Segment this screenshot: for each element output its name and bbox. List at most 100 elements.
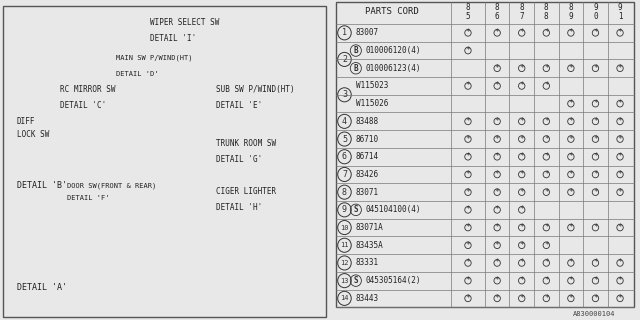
Text: *: * xyxy=(618,170,622,179)
Text: *: * xyxy=(593,28,598,37)
Text: *: * xyxy=(466,82,470,91)
Text: 83426: 83426 xyxy=(356,170,379,179)
Text: *: * xyxy=(466,294,470,303)
Text: 9
1: 9 1 xyxy=(618,3,622,21)
Text: *: * xyxy=(495,117,499,126)
Text: *: * xyxy=(520,259,524,268)
Text: 010006120(4): 010006120(4) xyxy=(365,46,420,55)
Text: *: * xyxy=(520,28,524,37)
Text: 86710: 86710 xyxy=(356,134,379,144)
Text: 2: 2 xyxy=(342,55,347,64)
Text: 5: 5 xyxy=(342,134,347,144)
Text: *: * xyxy=(544,134,548,144)
Text: 83488: 83488 xyxy=(356,117,379,126)
Text: *: * xyxy=(520,64,524,73)
Text: DETAIL 'B': DETAIL 'B' xyxy=(17,181,67,190)
Text: *: * xyxy=(593,64,598,73)
Text: *: * xyxy=(618,223,622,232)
Text: PARTS CORD: PARTS CORD xyxy=(365,7,419,17)
Text: 9: 9 xyxy=(342,205,347,214)
Text: 045104100(4): 045104100(4) xyxy=(365,205,420,214)
Text: 83071A: 83071A xyxy=(356,223,383,232)
Text: *: * xyxy=(495,259,499,268)
Text: DOOR SW(FRONT & REAR): DOOR SW(FRONT & REAR) xyxy=(67,182,156,189)
Text: *: * xyxy=(466,28,470,37)
Text: *: * xyxy=(495,205,499,214)
Text: 86714: 86714 xyxy=(356,152,379,161)
Text: 14: 14 xyxy=(340,295,349,301)
Text: *: * xyxy=(618,134,622,144)
Text: *: * xyxy=(568,64,573,73)
Text: *: * xyxy=(544,82,548,91)
Text: *: * xyxy=(544,259,548,268)
Text: *: * xyxy=(618,99,622,108)
Text: 8: 8 xyxy=(342,188,347,197)
Text: DETAIL 'E': DETAIL 'E' xyxy=(216,101,262,110)
Text: B: B xyxy=(353,46,358,55)
Text: DETAIL 'D': DETAIL 'D' xyxy=(116,71,159,76)
Text: 13: 13 xyxy=(340,278,349,284)
Text: 8
7: 8 7 xyxy=(520,3,524,21)
Text: SUB SW P/WIND(HT): SUB SW P/WIND(HT) xyxy=(216,85,295,94)
Text: *: * xyxy=(544,276,548,285)
Text: 8
5: 8 5 xyxy=(466,3,470,21)
Text: 83435A: 83435A xyxy=(356,241,383,250)
Text: LOCK SW: LOCK SW xyxy=(17,130,49,139)
Text: 7: 7 xyxy=(342,170,347,179)
Text: *: * xyxy=(568,223,573,232)
Text: CIGER LIGHTER: CIGER LIGHTER xyxy=(216,188,276,196)
Text: *: * xyxy=(466,152,470,161)
Text: *: * xyxy=(495,64,499,73)
Text: *: * xyxy=(593,188,598,197)
Text: *: * xyxy=(568,170,573,179)
Text: *: * xyxy=(544,170,548,179)
Text: *: * xyxy=(544,117,548,126)
Text: 3: 3 xyxy=(342,90,347,99)
Text: 8
9: 8 9 xyxy=(568,3,573,21)
Text: *: * xyxy=(544,152,548,161)
Text: *: * xyxy=(466,188,470,197)
Text: *: * xyxy=(495,294,499,303)
Text: MAIN SW P/WIND(HT): MAIN SW P/WIND(HT) xyxy=(116,54,193,61)
Text: *: * xyxy=(520,170,524,179)
Text: *: * xyxy=(568,152,573,161)
Text: *: * xyxy=(593,117,598,126)
Text: *: * xyxy=(495,134,499,144)
Text: DETAIL 'F': DETAIL 'F' xyxy=(67,196,109,201)
Text: A830000104: A830000104 xyxy=(573,311,616,316)
Text: *: * xyxy=(466,276,470,285)
Text: DIFF: DIFF xyxy=(17,117,35,126)
Text: *: * xyxy=(495,223,499,232)
Text: *: * xyxy=(466,46,470,55)
Text: *: * xyxy=(568,99,573,108)
Text: *: * xyxy=(544,223,548,232)
Text: *: * xyxy=(618,276,622,285)
Text: 6: 6 xyxy=(342,152,347,161)
Text: *: * xyxy=(520,276,524,285)
Text: *: * xyxy=(618,259,622,268)
Text: *: * xyxy=(466,170,470,179)
Text: W115023: W115023 xyxy=(356,82,388,91)
Text: *: * xyxy=(618,28,622,37)
Text: S: S xyxy=(353,276,358,285)
Text: *: * xyxy=(568,188,573,197)
Text: *: * xyxy=(568,117,573,126)
Text: W115026: W115026 xyxy=(356,99,388,108)
Text: TRUNK ROOM SW: TRUNK ROOM SW xyxy=(216,140,276,148)
Text: *: * xyxy=(520,134,524,144)
Text: DETAIL 'G': DETAIL 'G' xyxy=(216,156,262,164)
Text: *: * xyxy=(495,276,499,285)
Text: *: * xyxy=(466,117,470,126)
Text: 8
8: 8 8 xyxy=(544,3,548,21)
Text: 4: 4 xyxy=(342,117,347,126)
Text: *: * xyxy=(520,205,524,214)
Text: RC MIRROR SW: RC MIRROR SW xyxy=(60,85,115,94)
Text: *: * xyxy=(495,82,499,91)
Text: WIPER SELECT SW: WIPER SELECT SW xyxy=(150,18,219,27)
Text: 8
6: 8 6 xyxy=(495,3,499,21)
Text: 010006123(4): 010006123(4) xyxy=(365,64,420,73)
Text: *: * xyxy=(520,294,524,303)
Text: 10: 10 xyxy=(340,225,349,230)
Text: *: * xyxy=(520,188,524,197)
Text: *: * xyxy=(593,99,598,108)
